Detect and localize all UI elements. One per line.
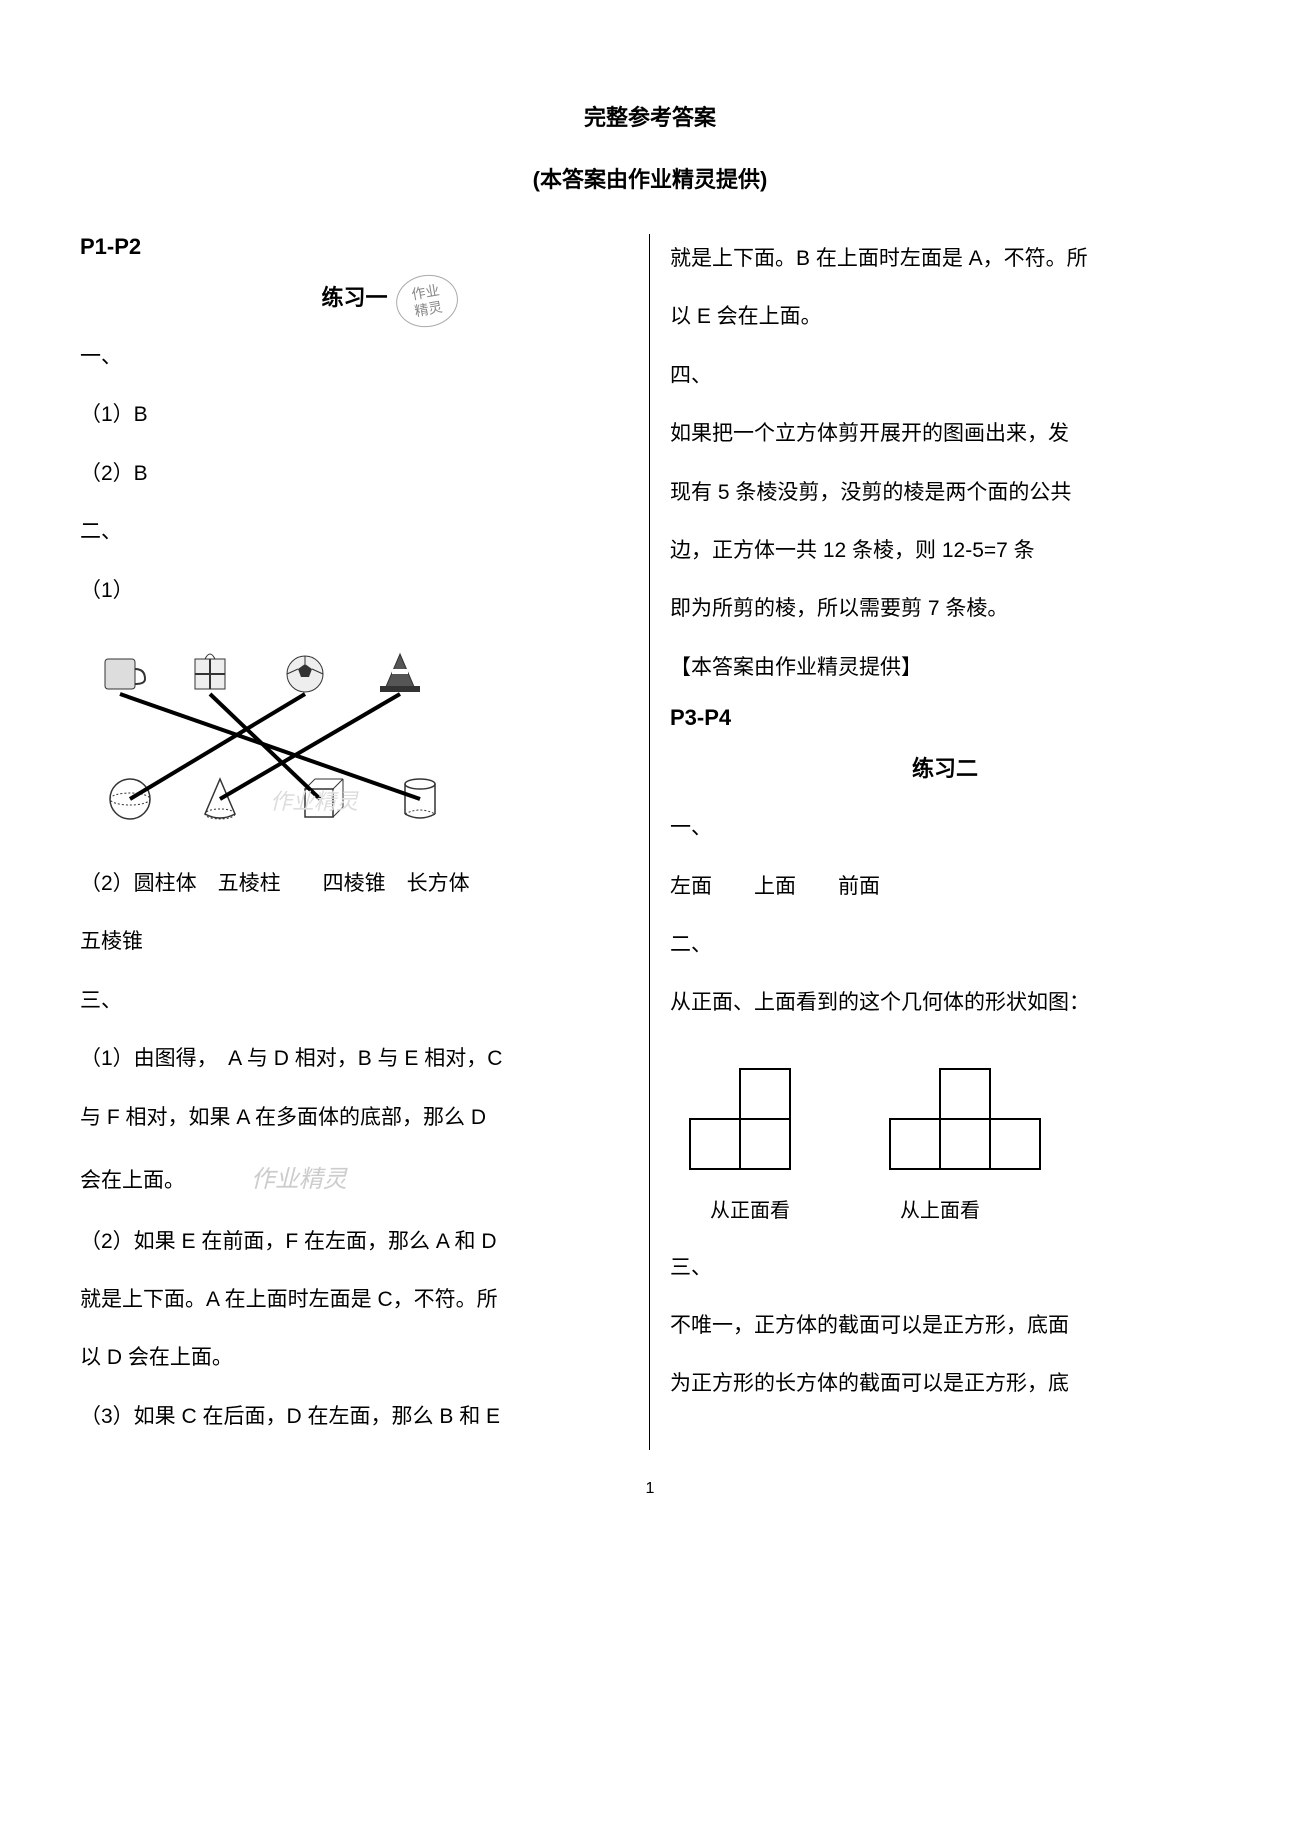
front-view-shape xyxy=(690,1069,790,1169)
sub-title: (本答案由作业精灵提供) xyxy=(80,162,1220,194)
answer-2-2: （2）圆柱体 五棱柱 四棱锥 长方体 xyxy=(80,859,629,909)
r-answer-2-1: 从正面、上面看到的这个几何体的形状如图： xyxy=(670,978,1220,1028)
stamp-icon: 作业 精灵 xyxy=(391,270,461,332)
answer-3-2: （2）如果 E 在前面，F 在左面，那么 A 和 D xyxy=(80,1217,629,1267)
stamp-text-2: 精灵 xyxy=(413,298,443,319)
answer-2-1: （1） xyxy=(80,566,629,616)
page-range-left: P1-P2 xyxy=(80,234,629,260)
matching-diagram: 作业精灵 xyxy=(80,634,460,834)
watermark-text: 作业精灵 xyxy=(251,1166,347,1193)
answer-1-1: （1）B xyxy=(80,390,629,440)
top-view-shape xyxy=(890,1069,1040,1169)
r-answer-1-1: 左面 上面 前面 xyxy=(670,862,1220,912)
answer-3-1b: 与 F 相对，如果 A 在多面体的底部，那么 D xyxy=(80,1093,629,1143)
credit-line: 【本答案由作业精灵提供】 xyxy=(670,643,1220,693)
answer-3-3: （3）如果 C 在后面，D 在左面，那么 B 和 E xyxy=(80,1392,629,1442)
answer-4-4: 即为所剪的棱，所以需要剪 7 条棱。 xyxy=(670,584,1220,634)
soccer-icon xyxy=(287,656,323,692)
answer-4-1: 如果把一个立方体剪开展开的图画出来，发 xyxy=(670,409,1220,459)
main-title: 完整参考答案 xyxy=(80,100,1220,132)
answer-4-2: 现有 5 条棱没剪，没剪的棱是两个面的公共 xyxy=(670,468,1220,518)
traffic-cone-icon xyxy=(380,654,420,692)
r-section-1: 一、 xyxy=(670,803,1220,853)
right-column: 就是上下面。B 在上面时左面是 A，不符。所 以 E 会在上面。 四、 如果把一… xyxy=(650,234,1220,1450)
exercise-title-1: 练习一 作业 精灵 xyxy=(80,280,629,312)
answer-3-2b: 就是上下面。A 在上面时左面是 C，不符。所 xyxy=(80,1275,629,1325)
answer-3-1c: 会在上面。 作业精灵 xyxy=(80,1151,629,1209)
answer-2-2b: 五棱锥 xyxy=(80,917,629,967)
r-section-3: 三、 xyxy=(670,1243,1220,1293)
top-view-label: 从上面看 xyxy=(830,1194,1050,1223)
answer-3-1c-text: 会在上面。 xyxy=(80,1169,185,1192)
left-column: P1-P2 练习一 作业 精灵 一、 （1）B （2）B 二、 （1） xyxy=(80,234,650,1450)
section-3: 三、 xyxy=(80,976,629,1026)
cup-icon xyxy=(105,659,145,689)
cont-1: 就是上下面。B 在上面时左面是 A，不符。所 xyxy=(670,234,1220,284)
r-answer-3-2: 为正方形的长方体的截面可以是正方形，底 xyxy=(670,1359,1220,1409)
views-diagram: 从正面看 从上面看 xyxy=(670,1049,1220,1223)
matching-lines xyxy=(120,694,420,799)
answer-3-2c: 以 D 会在上面。 xyxy=(80,1333,629,1383)
answer-4-3: 边，正方体一共 12 条棱，则 12-5=7 条 xyxy=(670,526,1220,576)
section-2: 二、 xyxy=(80,507,629,557)
front-view-label: 从正面看 xyxy=(670,1194,830,1223)
section-1: 一、 xyxy=(80,332,629,382)
page-number: 1 xyxy=(80,1480,1220,1498)
two-column-layout: P1-P2 练习一 作业 精灵 一、 （1）B （2）B 二、 （1） xyxy=(80,234,1220,1450)
answer-1-2: （2）B xyxy=(80,449,629,499)
r-section-2: 二、 xyxy=(670,920,1220,970)
diagram-watermark: 作业精灵 xyxy=(270,789,359,814)
page-range-right: P3-P4 xyxy=(670,705,1220,731)
section-4: 四、 xyxy=(670,351,1220,401)
answer-3-1: （1）由图得， A 与 D 相对，B 与 E 相对，C xyxy=(80,1034,629,1084)
cont-2: 以 E 会在上面。 xyxy=(670,292,1220,342)
exercise-title-2: 练习二 xyxy=(670,751,1220,783)
r-answer-3-1: 不唯一，正方体的截面可以是正方形，底面 xyxy=(670,1301,1220,1351)
exercise-1-label: 练习一 xyxy=(321,285,387,310)
gift-icon xyxy=(195,654,225,689)
